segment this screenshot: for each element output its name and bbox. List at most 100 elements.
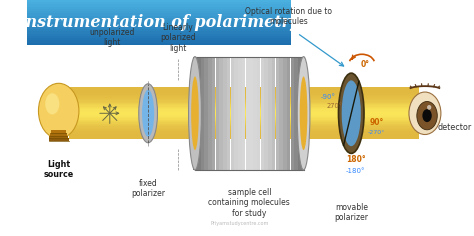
Bar [264,57,268,170]
Bar [27,9,291,11]
Text: 0°: 0° [360,60,369,69]
Bar [27,16,291,18]
Bar [27,25,291,27]
Bar [219,57,223,170]
Text: 180°: 180° [346,155,365,164]
Bar [69,126,419,127]
Bar [279,57,283,170]
Bar [268,57,272,170]
Ellipse shape [417,101,438,130]
Ellipse shape [189,57,201,170]
Text: 90°: 90° [370,118,384,127]
Bar [69,137,419,138]
Bar [302,57,305,170]
Bar [69,108,419,110]
Bar [69,98,419,99]
Bar [69,130,419,131]
Ellipse shape [409,92,441,135]
Bar [69,87,419,88]
Bar [234,57,238,170]
Text: movable
polarizer: movable polarizer [334,203,368,222]
Ellipse shape [139,84,157,143]
Bar [69,129,419,130]
Bar [69,93,419,94]
Bar [27,29,291,31]
Text: Light
source: Light source [44,160,74,179]
Bar [201,57,204,170]
Text: detector: detector [438,123,472,132]
Bar [294,57,298,170]
Bar [208,57,212,170]
Ellipse shape [297,57,310,170]
Bar [50,133,67,135]
Bar [69,131,419,133]
Bar [69,99,419,100]
Bar [69,134,419,135]
Text: -270°: -270° [368,130,385,135]
Bar [48,138,69,141]
Bar [69,107,419,108]
Bar [197,57,201,170]
Text: Priyamstudycentre.com: Priyamstudycentre.com [210,220,269,226]
Bar [27,2,291,4]
Text: Instrumentation of polarimetry: Instrumentation of polarimetry [18,14,300,31]
Ellipse shape [142,90,154,137]
Bar [27,22,291,25]
Bar [261,57,264,170]
Bar [291,57,294,170]
Bar [69,133,419,134]
Ellipse shape [342,80,361,146]
Bar [257,57,260,170]
Bar [69,121,419,122]
Bar [69,115,419,116]
Bar [27,42,291,45]
Bar [69,124,419,125]
Bar [27,31,291,34]
Bar [272,57,275,170]
Bar [51,130,66,133]
Bar [69,95,419,96]
Ellipse shape [300,76,307,150]
Bar [27,0,291,2]
Bar [69,118,419,120]
Bar [27,11,291,13]
Ellipse shape [38,83,79,139]
Bar [69,104,419,105]
Bar [69,135,419,137]
Bar [253,57,257,170]
Bar [27,27,291,29]
Text: fixed
polarizer: fixed polarizer [131,179,165,198]
Bar [298,57,301,170]
Bar [69,100,419,101]
Bar [27,36,291,38]
Bar [249,57,253,170]
Bar [69,117,419,118]
Bar [216,57,219,170]
Bar [69,103,419,104]
Bar [69,90,419,91]
Text: -90°: -90° [320,94,335,100]
Bar [27,18,291,20]
Text: -180°: -180° [346,168,365,174]
Bar [69,138,419,139]
Bar [27,13,291,16]
Ellipse shape [422,109,432,122]
Text: 270°: 270° [327,103,343,109]
Bar [69,122,419,124]
Text: sample cell
containing molecules
for study: sample cell containing molecules for stu… [209,188,290,218]
Bar [27,20,291,22]
Bar [223,57,227,170]
Bar [283,57,287,170]
Bar [69,105,419,107]
Bar [69,120,419,121]
Bar [27,40,291,42]
Bar [69,88,419,90]
Bar [69,127,419,129]
Ellipse shape [191,76,199,150]
Bar [69,113,419,114]
Bar [69,110,419,111]
Bar [227,57,230,170]
Bar [69,125,419,126]
Bar [242,57,246,170]
Text: Optical rotation due to
molecules: Optical rotation due to molecules [245,7,332,26]
